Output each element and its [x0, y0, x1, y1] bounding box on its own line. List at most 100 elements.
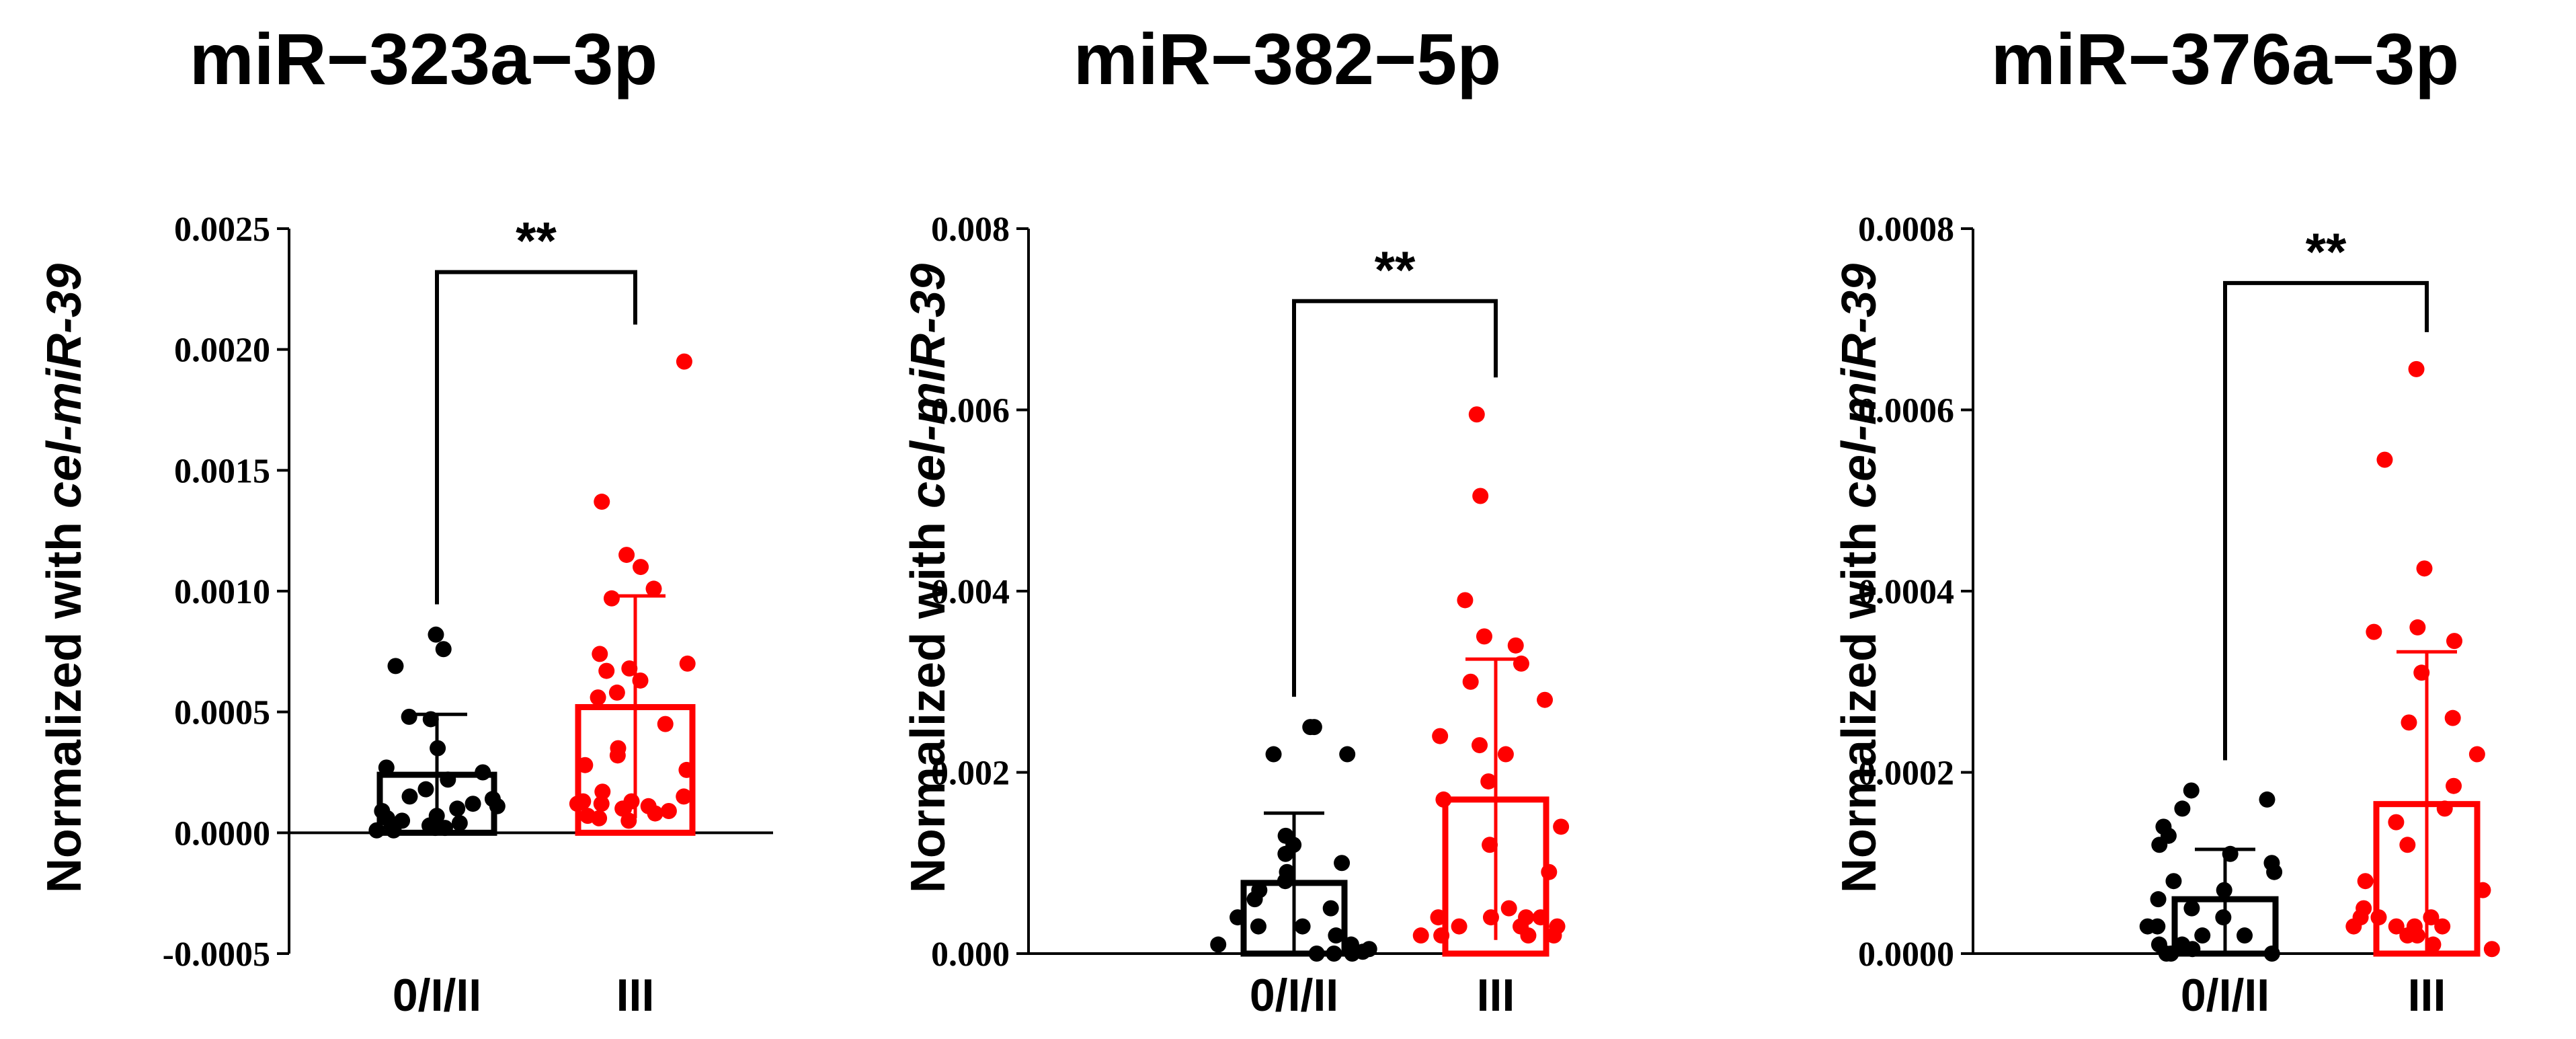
data-point: [401, 708, 417, 725]
data-point: [2483, 941, 2500, 958]
data-point: [2357, 873, 2374, 890]
data-point: [2408, 360, 2425, 377]
data-point: [1328, 927, 1344, 944]
data-point: [590, 689, 606, 706]
data-point: [2416, 560, 2433, 577]
data-point: [1497, 746, 1514, 763]
y-tick-label: 0.0010: [174, 573, 270, 611]
y-tick-label: 0.008: [931, 210, 1010, 249]
data-point: [2409, 619, 2426, 636]
data-point: [1326, 946, 1342, 962]
data-point: [1482, 837, 1498, 853]
panel-2-marks: **: [1210, 240, 1570, 962]
data-point: [2446, 633, 2463, 650]
data-point: [1302, 719, 1319, 736]
data-point: [633, 559, 649, 576]
data-point: [2376, 451, 2393, 468]
x-category-label: 0/I/II: [2181, 970, 2269, 1021]
data-point: [618, 547, 635, 564]
data-point: [1432, 728, 1449, 744]
data-point: [608, 684, 625, 701]
data-point: [2237, 927, 2253, 944]
data-point: [2266, 863, 2283, 880]
data-point: [1480, 773, 1497, 790]
data-point: [609, 747, 626, 764]
data-point: [368, 822, 385, 839]
y-tick-label: 0.0020: [174, 332, 270, 370]
data-point: [2370, 909, 2387, 926]
data-point: [2388, 918, 2405, 935]
data-point: [401, 788, 418, 805]
data-point: [2163, 946, 2179, 962]
y-tick-label: 0.0025: [174, 210, 270, 249]
significance-bracket: [2223, 280, 2429, 761]
panel-2-ylabel: Normalized with cel-miR-39: [901, 264, 955, 893]
data-point: [2399, 837, 2416, 853]
data-point: [1553, 818, 1570, 835]
panel-1: miR−323a−3p Normalized with cel-miR-39 -…: [38, 18, 773, 1021]
data-point: [1339, 746, 1356, 763]
y-tick-label: 0.0002: [1858, 755, 1954, 793]
y-tick-label: 0.006: [931, 392, 1010, 430]
data-point: [1451, 918, 1467, 935]
significance-label: **: [1375, 240, 1416, 299]
data-point: [451, 814, 468, 831]
data-point: [616, 800, 633, 817]
data-point: [1507, 637, 1524, 654]
panel-1-marks: **: [368, 211, 696, 839]
data-point: [1412, 927, 1429, 944]
data-point: [2425, 936, 2442, 953]
data-point: [449, 800, 466, 817]
data-point: [1210, 936, 1227, 953]
data-point: [1476, 628, 1492, 645]
data-point: [1472, 488, 1489, 504]
y-tick-label: 0.0015: [174, 452, 270, 490]
data-point: [569, 796, 586, 812]
y-tick-label: 0.0004: [1858, 573, 1954, 611]
data-point: [1294, 918, 1311, 935]
data-point: [2183, 900, 2200, 917]
data-point: [620, 812, 637, 829]
data-point: [435, 641, 452, 658]
data-point: [593, 796, 610, 812]
panel-3-title: miR−376a−3p: [1991, 18, 2459, 100]
data-point: [1435, 791, 1452, 808]
panel-2-axes: 0.000 0.002 0.004 0.006 0.008 0/I/II III: [931, 210, 1515, 1021]
x-category-label: III: [616, 970, 655, 1021]
data-point: [2474, 882, 2491, 898]
data-point: [2401, 714, 2417, 731]
data-point: [422, 711, 439, 728]
y-tick-label: 0.0000: [174, 814, 270, 853]
data-point: [2366, 623, 2382, 640]
data-point: [1468, 406, 1485, 423]
x-category-label: III: [1477, 970, 1515, 1021]
data-point: [1430, 909, 1447, 926]
significance-label: **: [516, 211, 557, 270]
panel-3: miR−376a−3p Normalized with cel-miR-39 0…: [1833, 18, 2500, 1021]
data-point: [440, 771, 456, 788]
data-point: [2150, 891, 2167, 908]
panel-2: miR−382−5p Normalized with cel-miR-39 0.…: [901, 18, 1570, 1021]
data-point: [632, 672, 649, 689]
data-point: [430, 740, 446, 757]
panel-3-marks: **: [2139, 222, 2500, 962]
data-point: [2151, 837, 2168, 853]
data-point: [2139, 918, 2156, 935]
data-point: [1308, 946, 1325, 962]
data-point: [1322, 900, 1339, 917]
data-point: [1482, 909, 1499, 926]
data-point: [1334, 855, 1351, 872]
data-point: [1513, 918, 1529, 935]
data-point: [2436, 800, 2453, 817]
data-point: [678, 761, 695, 778]
y-tick-label: 0.0008: [1858, 210, 1954, 249]
data-point: [2444, 709, 2461, 726]
significance-bracket: [1292, 299, 1498, 697]
data-point: [591, 810, 608, 826]
data-point: [489, 798, 506, 814]
data-point: [1230, 909, 1246, 926]
significance-bracket: [435, 270, 637, 605]
data-point: [385, 822, 402, 839]
x-category-label: 0/I/II: [1250, 970, 1338, 1021]
